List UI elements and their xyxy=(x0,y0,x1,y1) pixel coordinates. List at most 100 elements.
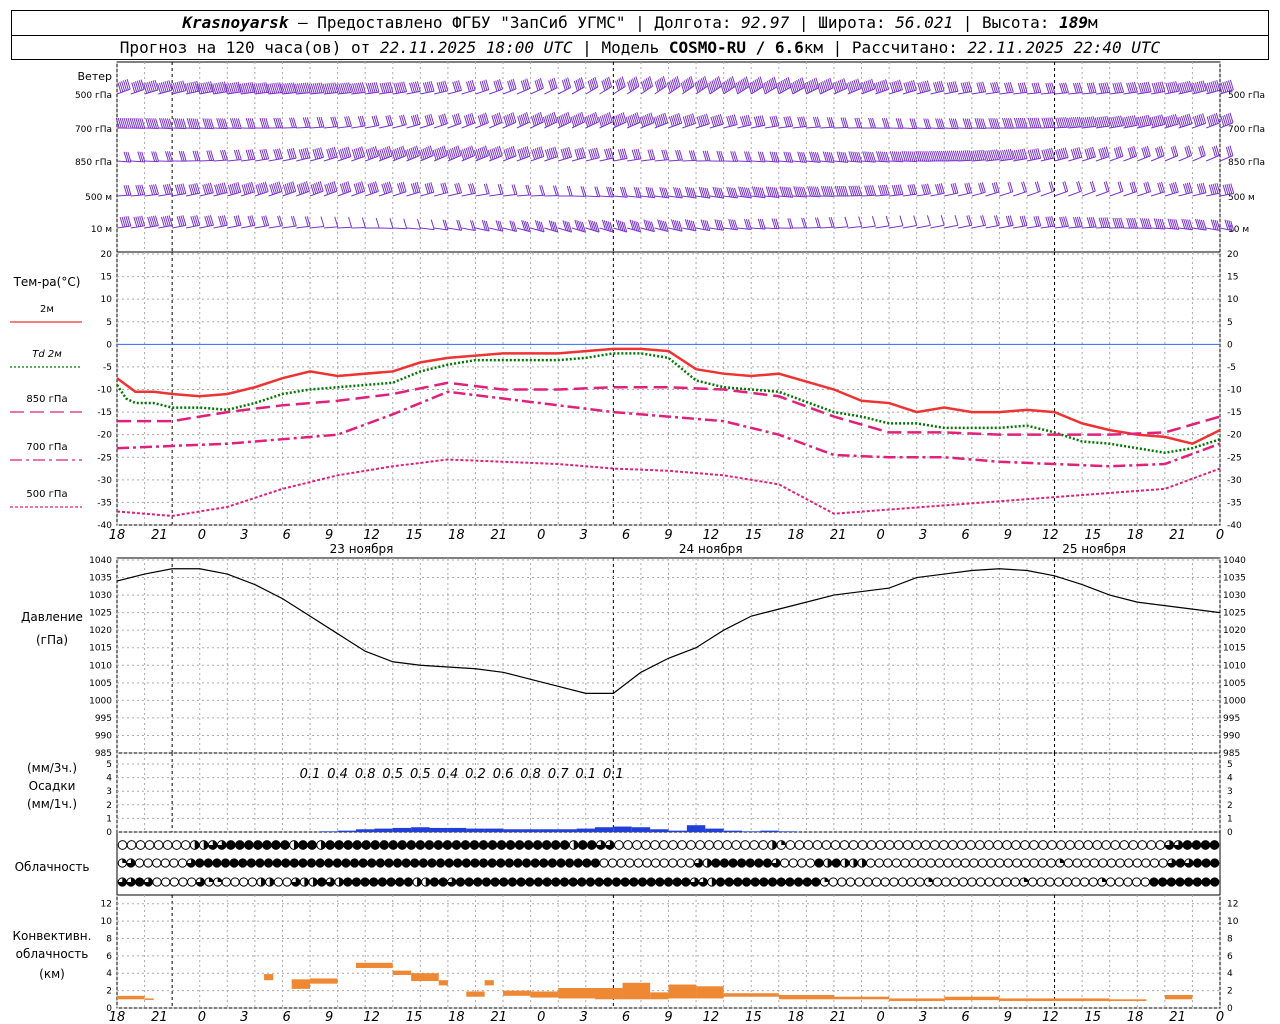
cloud-symbol-circle xyxy=(496,858,506,868)
wind-barb-feather xyxy=(654,81,659,92)
precip-tick-label-right: 3 xyxy=(1227,787,1233,797)
wind-barb-feather xyxy=(330,116,335,128)
cloud-symbol-circle xyxy=(220,858,231,868)
wind-barb-feather xyxy=(952,81,957,92)
wind-barb-feather xyxy=(1183,183,1187,195)
wind-barb-feather xyxy=(677,150,681,161)
cloud-symbol-circle xyxy=(271,840,281,850)
wind-barb-feather xyxy=(548,148,553,159)
wind-barb-feather xyxy=(508,80,513,91)
wind-barb-feather xyxy=(562,114,566,125)
wind-barb-shaft xyxy=(1123,155,1137,162)
wind-barb-feather xyxy=(264,181,269,192)
wind-barb-feather xyxy=(1214,113,1218,124)
wind-barb-shaft xyxy=(130,89,145,95)
wind-barb-feather xyxy=(694,82,699,93)
wind-barb-feather xyxy=(642,80,647,91)
wind-barb-feather xyxy=(1114,82,1119,94)
conv-cloud-bar xyxy=(622,982,651,1000)
cloud-symbol-circle xyxy=(415,840,426,850)
cloud-symbol-circle xyxy=(568,877,578,887)
cloud-symbol-circle xyxy=(719,858,730,868)
wind-barb-feather xyxy=(676,113,681,124)
wind-barb-feather xyxy=(905,82,910,93)
wind-barb-feather xyxy=(891,151,896,162)
cloud-symbol-circle xyxy=(1027,877,1038,887)
wind-barb-feather xyxy=(1224,81,1229,92)
cloud-symbol-circle xyxy=(1072,858,1082,868)
cloud-symbol xyxy=(564,858,575,868)
wind-barb-feather xyxy=(862,151,867,162)
wind-barb-feather xyxy=(588,219,593,230)
wind-barb-feather xyxy=(943,150,947,162)
wind-barb-feather xyxy=(899,151,904,162)
wind-barb-feather xyxy=(775,218,780,229)
wind-barb-feather xyxy=(141,151,146,163)
wind-barb-feather xyxy=(593,148,598,159)
conv-cloud-bar xyxy=(355,962,393,969)
wind-barb-feather xyxy=(980,118,985,129)
cloud-symbol-circle xyxy=(952,858,962,868)
cloud-symbol-circle xyxy=(418,858,428,868)
wind-barb-feather xyxy=(692,150,697,161)
wind-barb-feather xyxy=(1059,83,1064,94)
cloud-symbol xyxy=(586,840,597,850)
wind-barb-feather xyxy=(664,221,669,232)
wind-barb-feather xyxy=(623,148,628,159)
wind-barb-feather xyxy=(1076,82,1081,93)
wind-barb-feather xyxy=(226,83,230,94)
wind-barb-feather xyxy=(1070,117,1075,128)
wind-barb-feather xyxy=(446,149,451,161)
wind-barb-feather xyxy=(302,82,307,94)
wind-barb-feather xyxy=(1227,113,1232,124)
wind-barb-feather xyxy=(843,78,848,89)
cloud-symbol xyxy=(1047,840,1057,850)
cloud-symbol xyxy=(265,877,275,887)
wind-barb-feather xyxy=(690,187,695,198)
cloud-symbol-circle xyxy=(637,877,648,887)
wind-barb-feather xyxy=(408,148,413,159)
wind-barb-feather xyxy=(166,118,171,129)
wind-barb-feather xyxy=(960,82,965,94)
wind-barb-feather xyxy=(1160,181,1165,193)
precip-tick-label-right: 4 xyxy=(1227,774,1233,784)
wind-barb-feather xyxy=(1230,183,1235,194)
cloud-symbol-circle xyxy=(370,840,381,850)
wind-barb-feather xyxy=(789,187,794,198)
wind-barb-feather xyxy=(353,183,358,195)
wind-barb-feather xyxy=(512,78,517,90)
wind-barb-feather xyxy=(812,186,817,197)
cloud-symbol-circle xyxy=(334,840,344,850)
wind-barb-feather xyxy=(510,112,515,124)
wind-barb-feather xyxy=(640,81,645,92)
cloud-symbol xyxy=(677,840,687,850)
wind-barb-feather xyxy=(357,116,362,127)
wind-barb-feather xyxy=(1120,82,1125,93)
precip-tick-label: 0 xyxy=(106,828,112,838)
cloud-symbol xyxy=(392,858,403,868)
cloud-symbol xyxy=(728,858,738,868)
wind-barb-feather xyxy=(799,186,804,197)
wind-barb-feather xyxy=(1212,81,1217,92)
cloud-symbol xyxy=(857,840,868,850)
wind-barb-shaft xyxy=(337,156,352,162)
cloud-symbol xyxy=(451,840,462,850)
wind-barb-feather xyxy=(952,183,957,194)
wind-barb-feather xyxy=(632,78,637,89)
wind-barb-shaft xyxy=(640,85,653,95)
wind-barb-feather xyxy=(728,115,732,127)
wind-barb-feather xyxy=(1057,117,1062,128)
cloud-symbol xyxy=(837,877,847,887)
cloud-symbol-fill xyxy=(690,877,699,887)
wind-barb-feather xyxy=(135,118,140,129)
wind-barb-feather xyxy=(702,219,707,231)
wind-barb-feather xyxy=(1092,216,1097,228)
wind-barb-feather xyxy=(1131,82,1136,93)
wind-barb-feather xyxy=(566,147,571,158)
cloud-symbol-circle xyxy=(367,858,377,868)
wind-barb-feather xyxy=(452,81,457,93)
wind-barb-feather xyxy=(1078,82,1083,93)
wind-barb-feather xyxy=(180,81,185,92)
wind-barb-feather xyxy=(966,150,971,161)
wind-barb-feather xyxy=(387,82,392,93)
